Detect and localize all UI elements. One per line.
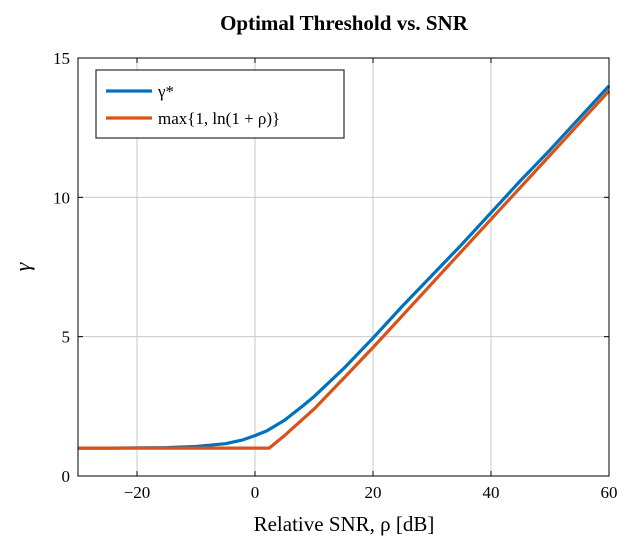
y-tick-label: 10 <box>53 188 70 207</box>
legend: γ* max{1, ln(1 + ρ)} <box>95 69 345 139</box>
legend-label: γ* <box>157 82 174 101</box>
series-line-1 <box>78 84 611 450</box>
x-tick-label: 40 <box>483 483 500 502</box>
y-tick-label: 15 <box>53 49 70 68</box>
legend-box <box>95 69 345 139</box>
x-axis-label: Relative SNR, ρ [dB] <box>254 512 435 536</box>
y-tick-label: 5 <box>62 328 71 347</box>
y-tick-label: 0 <box>62 467 71 486</box>
plot-frame <box>77 57 610 477</box>
x-tick-label: −20 <box>124 483 151 502</box>
x-tick-label: 60 <box>601 483 618 502</box>
legend-label: max{1, ln(1 + ρ)} <box>158 109 280 128</box>
y-axis-label: γ <box>10 261 35 271</box>
x-tick-label: 20 <box>365 483 382 502</box>
axis-ticks: −20 0 20 40 60 0 5 10 15 <box>53 49 618 502</box>
plot-series <box>78 84 611 450</box>
x-tick-label: 0 <box>251 483 260 502</box>
series-line-2 <box>78 89 611 450</box>
chart-title: Optimal Threshold vs. SNR <box>220 11 469 35</box>
